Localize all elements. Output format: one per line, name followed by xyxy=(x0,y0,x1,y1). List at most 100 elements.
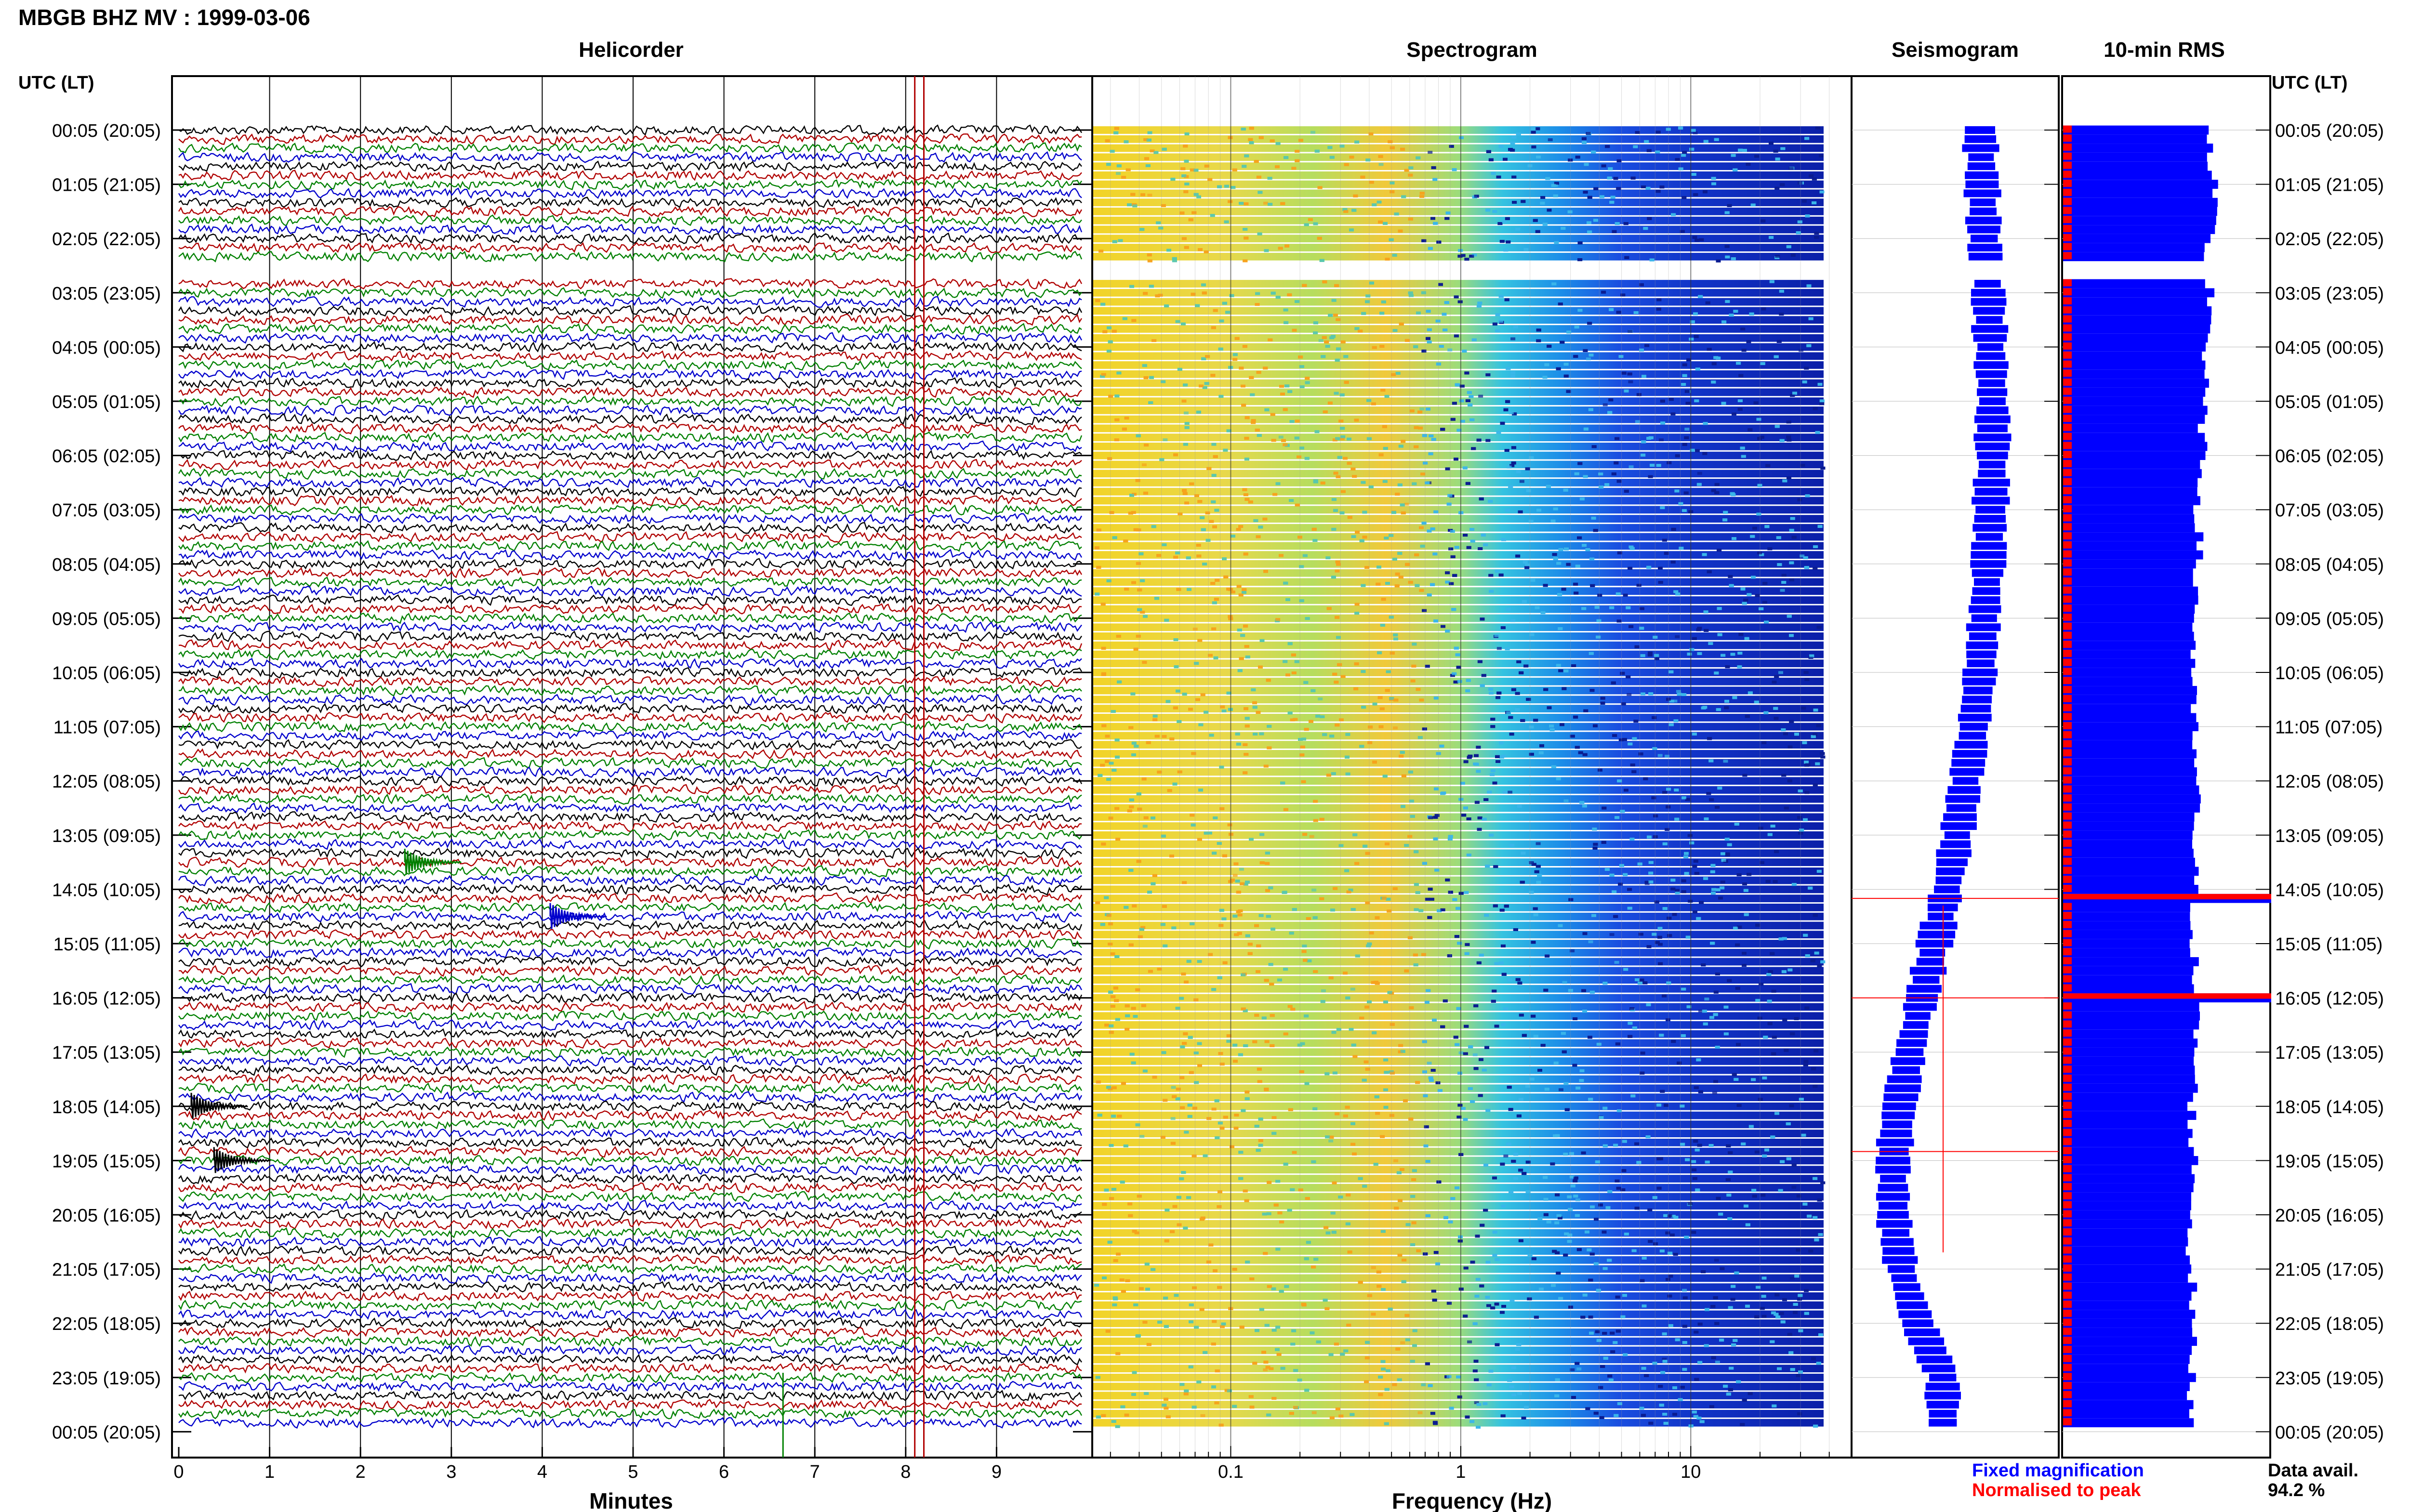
helicorder-trace xyxy=(178,359,1082,371)
spectrogram-row xyxy=(1093,822,1824,830)
helicorder-trace xyxy=(178,142,1082,154)
helicorder-trace xyxy=(178,1145,1082,1158)
spectrogram-row xyxy=(1093,659,1824,668)
spectrogram-row xyxy=(1093,515,1824,523)
spectrogram-row xyxy=(1093,1012,1824,1020)
spectrogram-speckle xyxy=(1263,201,1268,205)
spectrogram-row xyxy=(1093,885,1824,894)
helicorder-trace xyxy=(178,676,1082,687)
helicorder-tick-label: 1 xyxy=(265,1462,275,1482)
spectrogram-row xyxy=(1093,560,1824,568)
spectrogram-row xyxy=(1093,967,1824,975)
spectrogram-speckle xyxy=(1562,981,1567,984)
spectrogram-panel: 0.1 1 10 Frequency (Hz) xyxy=(1091,75,1853,1512)
helicorder-trace xyxy=(178,1299,1082,1311)
helicorder-trace xyxy=(178,278,1083,289)
helicorder-event xyxy=(404,849,462,875)
spectrogram-row xyxy=(1093,1003,1824,1011)
spectrogram-row xyxy=(1093,1130,1824,1137)
helicorder-trace xyxy=(178,459,1082,471)
spectrogram-speckle xyxy=(1588,940,1593,944)
helicorder-trace xyxy=(178,1028,1082,1039)
helicorder-trace xyxy=(178,368,1082,381)
spectrogram-row xyxy=(1093,388,1824,396)
helicorder-trace xyxy=(178,567,1083,579)
spectrogram-row xyxy=(1093,497,1824,505)
helicorder-trace xyxy=(178,1073,1082,1085)
helicorder-trace xyxy=(178,341,1082,353)
helicorder-trace xyxy=(178,910,1082,923)
spectrogram-row xyxy=(1093,912,1824,920)
helicorder-trace xyxy=(178,865,1083,878)
spectrogram-row xyxy=(1093,1157,1824,1165)
helicorder-trace xyxy=(178,1155,1082,1166)
spectrogram-row xyxy=(1093,235,1824,243)
helicorder-trace xyxy=(178,883,1083,896)
helicorder-trace xyxy=(178,1118,1082,1131)
helicorder-trace xyxy=(178,242,1082,253)
spectrogram-speckle xyxy=(1496,647,1502,650)
helicorder-trace xyxy=(178,657,1082,669)
spectrogram-row xyxy=(1093,1039,1824,1047)
helicorder-trace xyxy=(178,703,1083,714)
helicorder-trace xyxy=(178,793,1082,805)
spectrogram-row xyxy=(1093,1147,1824,1156)
spectrogram-speckle xyxy=(1662,1357,1667,1361)
spectrogram-row xyxy=(1093,921,1824,930)
spectrogram-speckle xyxy=(1628,380,1633,383)
spectrogram-row xyxy=(1093,126,1824,134)
helicorder-trace xyxy=(178,440,1082,453)
helicorder-trace xyxy=(178,1091,1083,1104)
spectrogram-speckle xyxy=(1427,1062,1432,1065)
helicorder-trace xyxy=(178,765,1082,778)
helicorder-trace xyxy=(178,206,1083,218)
spectrogram-row xyxy=(1093,542,1824,550)
helicorder-trace xyxy=(178,784,1082,796)
helicorder-title: Helicorder xyxy=(579,38,684,62)
spectrogram-speckle xyxy=(1142,825,1148,828)
spectrogram-speckle xyxy=(1311,1411,1317,1414)
helicorder-trace xyxy=(178,1254,1082,1266)
helicorder-frame xyxy=(171,75,1093,1459)
helicorder-trace xyxy=(178,1217,1082,1230)
helicorder-tick-label: 9 xyxy=(992,1462,1002,1482)
spectrogram-speckle xyxy=(1232,874,1238,877)
helicorder-event xyxy=(190,1092,248,1119)
spectrogram-row xyxy=(1093,352,1824,360)
spectrogram-speckle xyxy=(1321,989,1326,992)
spectrogram-speckle xyxy=(1263,1368,1268,1371)
helicorder-trace xyxy=(178,151,1082,163)
spectrogram-speckle xyxy=(1503,1154,1509,1157)
spectrogram-speckle xyxy=(1378,163,1384,166)
spectrogram-row xyxy=(1093,524,1824,532)
spectrogram-row xyxy=(1093,705,1824,712)
spectrogram-row xyxy=(1093,1328,1824,1336)
helicorder-trace xyxy=(178,829,1082,841)
spectrogram-row xyxy=(1093,623,1824,631)
spectrogram-speckle xyxy=(1163,438,1168,442)
spectrogram-row xyxy=(1093,569,1824,577)
spectrogram-row xyxy=(1093,316,1824,324)
spectrogram-row xyxy=(1093,750,1824,758)
spectrogram-speckle xyxy=(1519,480,1524,483)
spectrogram-speckle xyxy=(1309,835,1314,838)
helicorder-trace xyxy=(178,1407,1083,1420)
spectrogram-speckle xyxy=(1576,1367,1582,1370)
spectrogram-row xyxy=(1093,741,1824,749)
spectrogram-speckle xyxy=(1704,998,1709,1000)
spectrogram-speckle xyxy=(1659,438,1664,442)
helicorder-tick-label: 8 xyxy=(900,1462,911,1482)
rms-title: 10-min RMS xyxy=(2104,38,2225,62)
spectrogram-speckle xyxy=(1684,427,1690,431)
helicorder-trace xyxy=(178,856,1082,868)
helicorder-trace xyxy=(178,314,1083,326)
spectrogram-row xyxy=(1093,1337,1824,1345)
helicorder-trace xyxy=(178,232,1082,244)
helicorder-trace xyxy=(178,1281,1082,1293)
helicorder-trace xyxy=(178,404,1082,416)
spectrogram-row xyxy=(1093,1319,1824,1328)
spectrogram-speckle xyxy=(1675,635,1680,638)
helicorder-trace xyxy=(178,495,1082,507)
spectrogram-row xyxy=(1093,976,1824,984)
